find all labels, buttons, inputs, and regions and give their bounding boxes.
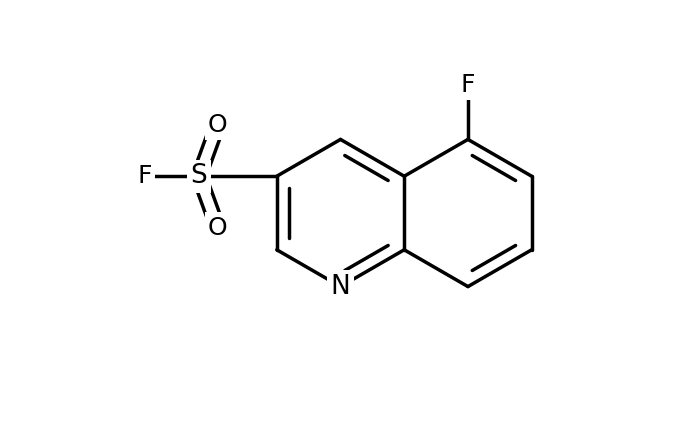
Text: O: O — [208, 216, 227, 239]
Text: F: F — [137, 164, 152, 188]
Text: N: N — [330, 273, 351, 299]
Text: O: O — [208, 113, 227, 137]
Text: F: F — [460, 73, 475, 97]
Text: S: S — [191, 163, 208, 189]
